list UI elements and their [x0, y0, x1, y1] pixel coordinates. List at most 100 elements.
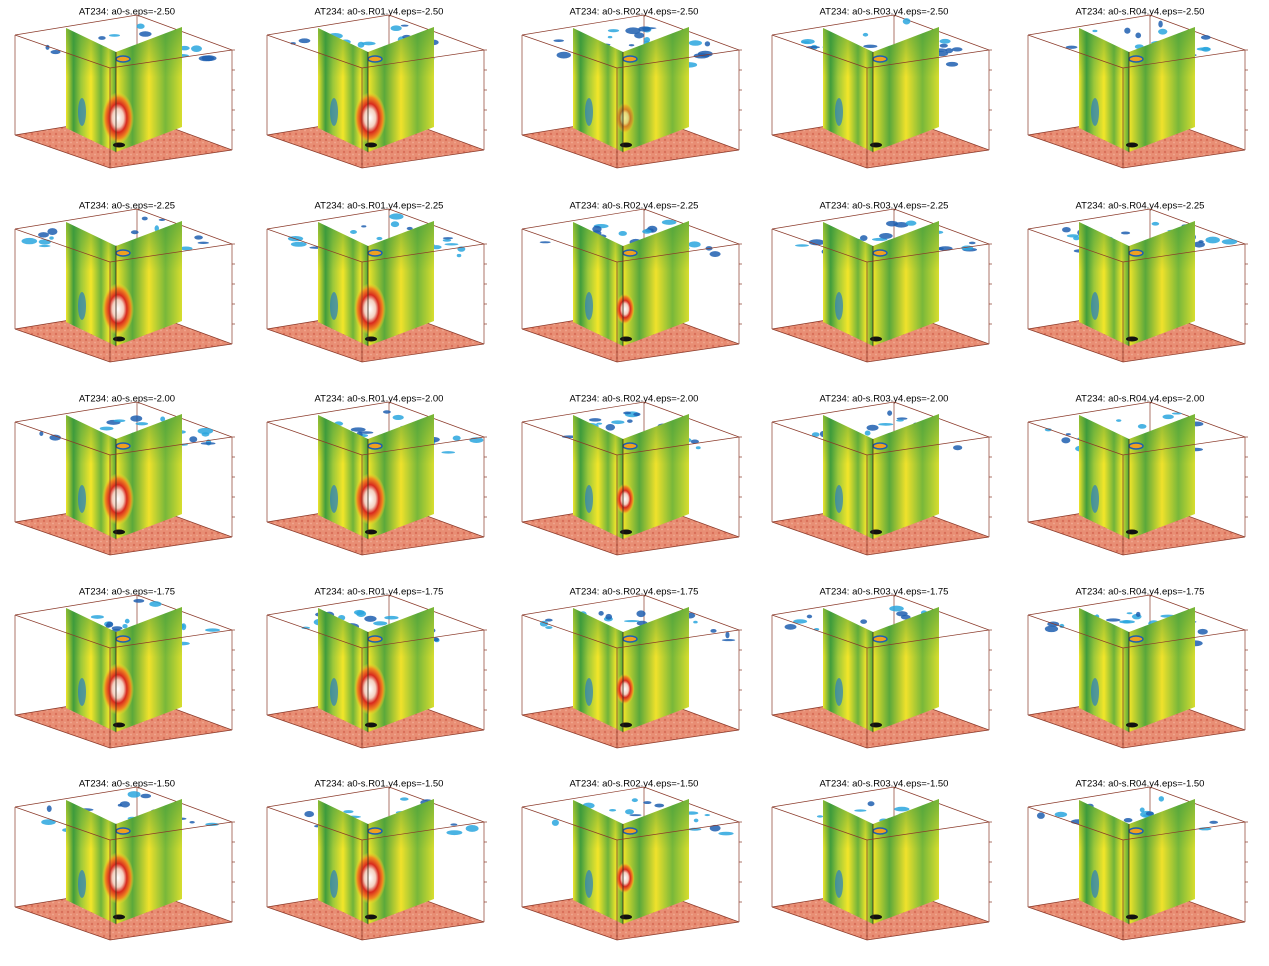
slab-shade [573, 414, 689, 539]
panel-title: AT234: a0-s.R01.y4.eps=-1.50 [315, 779, 444, 790]
top-spot [116, 828, 130, 834]
panel: AT234: a0-s.R04.y4.eps=-2.25 [1028, 201, 1248, 362]
panel-title: AT234: a0-s.R03.y4.eps=-2.25 [820, 201, 949, 212]
top-blob [642, 229, 651, 233]
top-blob [795, 244, 809, 246]
top-spot [873, 443, 887, 449]
panel-title: AT234: a0-s.R02.y4.eps=-1.50 [570, 779, 699, 790]
hot-spot [615, 862, 634, 893]
top-blob [1037, 812, 1045, 818]
top-spot [873, 250, 887, 256]
top-blob [109, 34, 120, 37]
panel-title: AT234: a0-s.R04.y4.eps=-2.25 [1076, 201, 1205, 212]
top-blob [704, 814, 710, 816]
hot-spot [354, 663, 386, 715]
top-blob [1201, 35, 1211, 40]
blue-feature [835, 678, 843, 706]
top-blob [304, 811, 314, 817]
floor-spot [870, 530, 882, 535]
blue-feature [835, 98, 843, 126]
blue-feature [1091, 98, 1099, 126]
top-blob [606, 424, 615, 431]
box-edge [267, 402, 389, 422]
top-blob [199, 55, 214, 61]
hot-spot [102, 283, 134, 335]
top-blob [906, 221, 917, 226]
box-edge [15, 787, 137, 807]
top-spot [623, 636, 637, 642]
box-edge [772, 402, 894, 422]
blue-feature [585, 870, 593, 898]
hot-spot [354, 473, 386, 525]
top-blob [1162, 414, 1173, 419]
top-blob [693, 621, 697, 624]
panel-title: AT234: a0-s.R02.y4.eps=-1.75 [570, 587, 699, 598]
floor-spot [870, 143, 882, 148]
panel-title: AT234: a0-s.R03.y4.eps=-1.75 [820, 587, 949, 598]
top-blob [453, 435, 461, 440]
top-blob [133, 599, 144, 603]
panel: AT234: a0-s.R04.y4.eps=-2.00 [1028, 394, 1248, 555]
panel: AT234: a0-s.R03.y4.eps=-2.00 [772, 394, 992, 555]
panel-title: AT234: a0-s.R04.y4.eps=-2.50 [1076, 7, 1205, 18]
box-edge [267, 15, 389, 35]
top-blob [1222, 239, 1238, 244]
top-blob [609, 809, 616, 812]
top-blob [466, 825, 479, 832]
top-blob [389, 213, 403, 219]
box-edge [522, 15, 644, 35]
panel: AT234: a0-s.R04.y4.eps=-2.50 [1028, 7, 1248, 168]
top-blob [611, 420, 624, 424]
slab-shade [573, 607, 689, 732]
top-blob [1124, 818, 1133, 822]
top-spot [623, 443, 637, 449]
top-blob [629, 814, 641, 816]
top-blob [384, 616, 398, 620]
slab-shade [823, 799, 939, 924]
panel: AT234: a0-s.R03.y4.eps=-2.25 [772, 201, 992, 362]
hot-spot [102, 92, 134, 144]
top-blob [785, 624, 797, 630]
slab-shade [823, 27, 939, 152]
top-blob [1062, 227, 1071, 232]
panel: AT234: a0-s.eps=-2.00 [15, 394, 235, 555]
blue-feature [585, 678, 593, 706]
panel-title: AT234: a0-s.R03.y4.eps=-2.50 [820, 7, 949, 18]
top-blob [688, 241, 700, 247]
floor-spot [365, 530, 377, 535]
top-blob [638, 26, 651, 31]
top-blob [351, 427, 366, 431]
panel-title: AT234: a0-s.R01.y4.eps=-2.00 [315, 394, 444, 405]
blue-feature [78, 678, 86, 706]
top-spot [1129, 828, 1143, 834]
top-blob [189, 436, 197, 442]
box-edge [15, 402, 137, 422]
top-blob [450, 823, 457, 825]
top-blob [629, 44, 634, 46]
floor-spot [1126, 915, 1138, 920]
panel-title: AT234: a0-s.R02.y4.eps=-2.00 [570, 394, 699, 405]
top-blob [1198, 629, 1208, 635]
panel: AT234: a0-s.eps=-1.50 [15, 779, 235, 940]
top-blob [865, 431, 871, 436]
panel-title: AT234: a0-s.R03.y4.eps=-1.50 [820, 779, 949, 790]
top-blob [1106, 618, 1121, 621]
top-blob [383, 410, 391, 413]
floor-spot [1126, 143, 1138, 148]
top-blob [47, 228, 57, 235]
panel: AT234: a0-s.R02.y4.eps=-2.00 [522, 394, 742, 555]
panel: AT234: a0-s.R02.y4.eps=-1.75 [522, 587, 742, 748]
top-blob [1136, 612, 1141, 617]
top-blob [159, 219, 166, 221]
slab-shade [1079, 607, 1195, 732]
panel-title: AT234: a0-s.R01.y4.eps=-2.25 [315, 201, 444, 212]
panel: AT234: a0-s.R02.y4.eps=-2.25 [522, 201, 742, 362]
panel: AT234: a0-s.R02.y4.eps=-2.50 [522, 7, 742, 168]
floor-spot [113, 530, 125, 535]
top-blob [444, 243, 458, 245]
box-edge [1028, 595, 1150, 615]
top-blob [198, 242, 209, 244]
panel: AT234: a0-s.eps=-1.75 [15, 587, 235, 748]
blue-feature [835, 485, 843, 513]
hot-spot [615, 673, 634, 704]
